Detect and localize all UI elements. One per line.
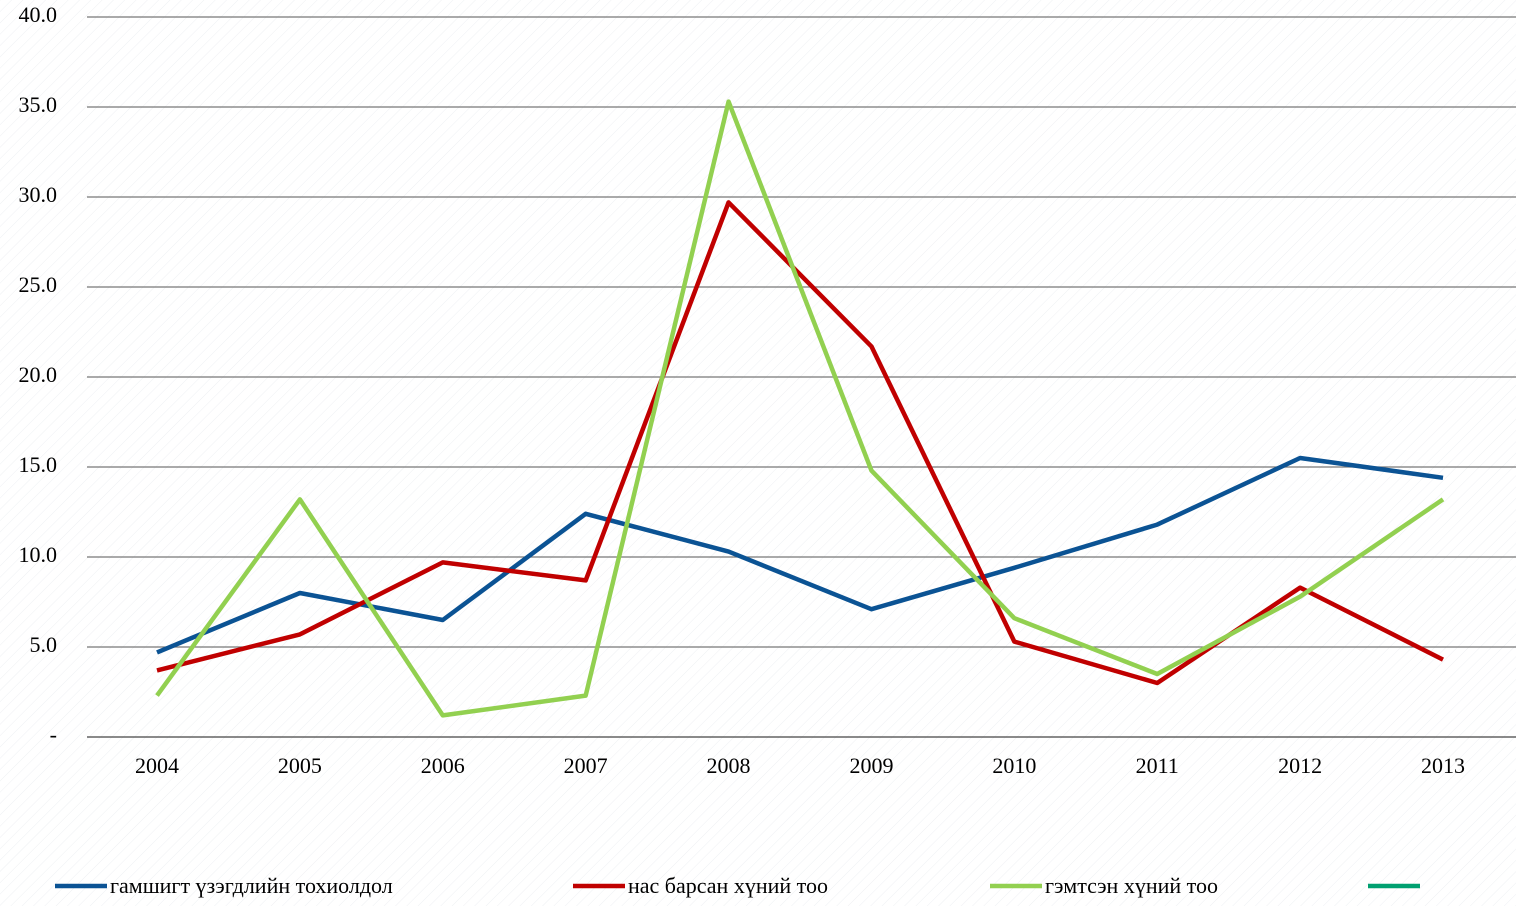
x-tick-label: 2012 — [1278, 753, 1322, 778]
legend-label: нас барсан хүний тоо — [628, 873, 828, 898]
x-tick-label: 2004 — [135, 753, 179, 778]
series-line — [155, 99, 1445, 718]
y-tick-label: 30.0 — [19, 182, 58, 207]
x-tick-label: 2009 — [849, 753, 893, 778]
y-tick-label: 5.0 — [30, 632, 58, 657]
x-tick-label: 2013 — [1421, 753, 1465, 778]
x-tick-label: 2011 — [1136, 753, 1179, 778]
x-tick-label: 2006 — [421, 753, 465, 778]
legend-label: гэмтсэн хүний тоо — [1045, 873, 1218, 898]
x-tick-label: 2008 — [707, 753, 751, 778]
x-tick-label: 2005 — [278, 753, 322, 778]
y-tick-label: 10.0 — [19, 542, 58, 567]
x-tick-label: 2010 — [992, 753, 1036, 778]
y-tick-label: 40.0 — [19, 2, 58, 27]
y-tick-label: 35.0 — [19, 92, 58, 117]
legend-label: гамшигт үзэгдлийн тохиолдол — [110, 873, 393, 898]
y-tick-label: - — [50, 722, 57, 747]
x-tick-label: 2007 — [564, 753, 608, 778]
y-tick-label: 15.0 — [19, 452, 58, 477]
y-tick-label: 25.0 — [19, 272, 58, 297]
y-tick-label: 20.0 — [19, 362, 58, 387]
